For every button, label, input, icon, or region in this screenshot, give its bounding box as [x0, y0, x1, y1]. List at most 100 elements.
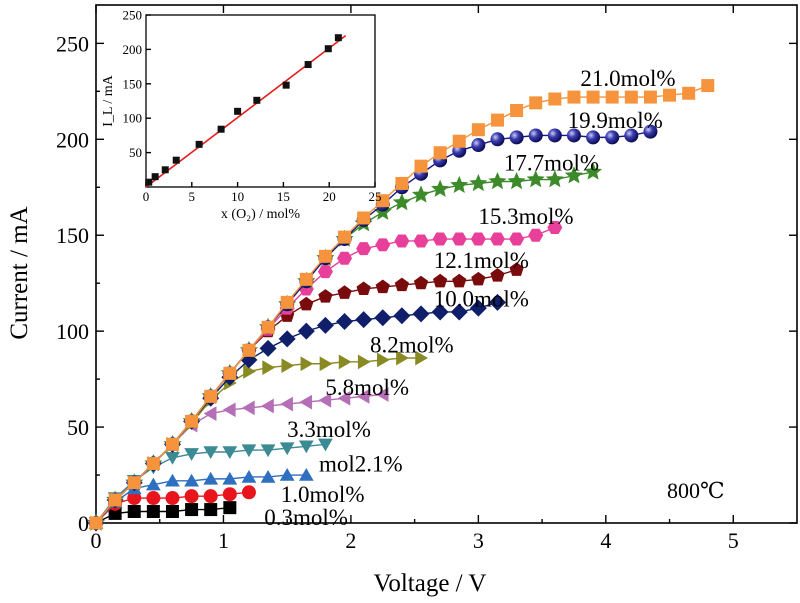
data-point — [624, 128, 639, 143]
data-point — [431, 179, 450, 197]
inset-x-tick-label: 25 — [369, 189, 382, 204]
data-point — [203, 489, 218, 504]
data-point — [222, 446, 238, 460]
data-point — [145, 477, 161, 491]
data-point — [412, 305, 430, 323]
data-point — [318, 249, 332, 263]
data-point — [643, 90, 657, 104]
data-point — [222, 402, 236, 418]
series-label: mol2.1% — [319, 452, 403, 477]
data-point — [337, 390, 351, 406]
data-point — [394, 234, 410, 248]
data-point — [165, 491, 180, 506]
data-point — [413, 234, 429, 248]
data-point — [165, 504, 179, 518]
data-point — [643, 124, 658, 139]
data-point — [450, 303, 468, 321]
x-tick-label: 2 — [345, 528, 356, 553]
data-point — [375, 279, 390, 294]
data-point — [357, 354, 371, 370]
data-point — [490, 132, 505, 147]
data-point — [566, 128, 581, 143]
series-label: 8.2mol% — [370, 333, 454, 358]
data-point — [260, 444, 276, 458]
data-point — [184, 473, 199, 487]
data-point — [299, 296, 314, 311]
data-point — [355, 311, 373, 329]
data-point — [377, 352, 390, 368]
data-point — [184, 489, 199, 504]
x-tick-label: 0 — [91, 528, 102, 553]
series-label: 21.0mol% — [580, 66, 675, 91]
temperature-label: 800℃ — [667, 478, 725, 503]
series-label: 10.0mol% — [434, 287, 529, 312]
data-point — [356, 242, 372, 256]
inset-x-tick-label: 10 — [231, 189, 244, 204]
data-point — [431, 303, 449, 321]
x-tick-label: 4 — [600, 528, 611, 553]
plot-frame — [95, 4, 798, 524]
data-point — [319, 356, 333, 372]
data-point — [489, 232, 505, 246]
inset-y-tick-label: 250 — [123, 8, 143, 23]
data-point — [356, 281, 371, 296]
y-tick-label: 100 — [56, 319, 89, 344]
data-point — [490, 268, 505, 282]
data-point — [108, 493, 122, 507]
data-point — [146, 504, 160, 518]
data-point — [260, 469, 276, 483]
data-point — [624, 90, 638, 104]
data-point — [510, 104, 524, 118]
inset-x-tick-label: 5 — [189, 189, 196, 204]
data-point — [185, 414, 199, 428]
data-point — [564, 166, 583, 184]
data-point — [682, 86, 696, 100]
y-tick-label: 150 — [56, 223, 89, 248]
data-point — [337, 285, 352, 299]
y-tick-label: 0 — [78, 511, 89, 536]
data-point — [203, 406, 217, 422]
data-point — [299, 272, 313, 286]
data-point — [261, 398, 274, 414]
labels-group: 0.3mol%1.0mol% mol2.1% 3.3mol% 5.8mol% 8.2mo… — [264, 66, 675, 530]
data-point — [528, 128, 543, 143]
data-point — [165, 437, 179, 451]
data-point — [509, 262, 524, 276]
data-point — [261, 320, 275, 334]
data-point — [298, 440, 314, 454]
inset-x-axis-title: x (O₂) / mol% — [221, 207, 300, 222]
data-point — [127, 476, 141, 490]
data-point — [586, 90, 600, 104]
data-point — [452, 273, 467, 288]
data-point — [567, 90, 581, 104]
data-point — [259, 339, 277, 357]
data-point — [127, 504, 141, 518]
data-point — [223, 501, 237, 515]
data-point — [488, 172, 507, 190]
data-point — [337, 251, 353, 265]
data-point — [127, 491, 142, 506]
data-point — [223, 366, 237, 380]
data-point — [281, 358, 295, 374]
series-label: 5.8mol% — [325, 375, 409, 400]
data-point — [280, 396, 293, 412]
inset-data-point — [253, 96, 261, 104]
data-point — [241, 400, 255, 416]
data-point — [317, 265, 333, 279]
data-point — [204, 389, 218, 403]
series-label: 1.0mol% — [281, 482, 365, 507]
data-point — [241, 469, 257, 483]
y-tick-label: 200 — [56, 127, 89, 152]
inset-y-tick-label: 200 — [123, 42, 143, 57]
y-tick-label: 250 — [56, 31, 89, 56]
data-point — [241, 485, 256, 500]
data-point — [298, 468, 314, 481]
data-point — [184, 448, 199, 461]
inset-y-axis-title: I_L / mA — [101, 74, 116, 126]
data-point — [507, 172, 526, 190]
data-point — [318, 289, 333, 303]
x-tick-label: 1 — [218, 528, 229, 553]
data-point — [356, 389, 370, 404]
data-point — [204, 503, 218, 517]
